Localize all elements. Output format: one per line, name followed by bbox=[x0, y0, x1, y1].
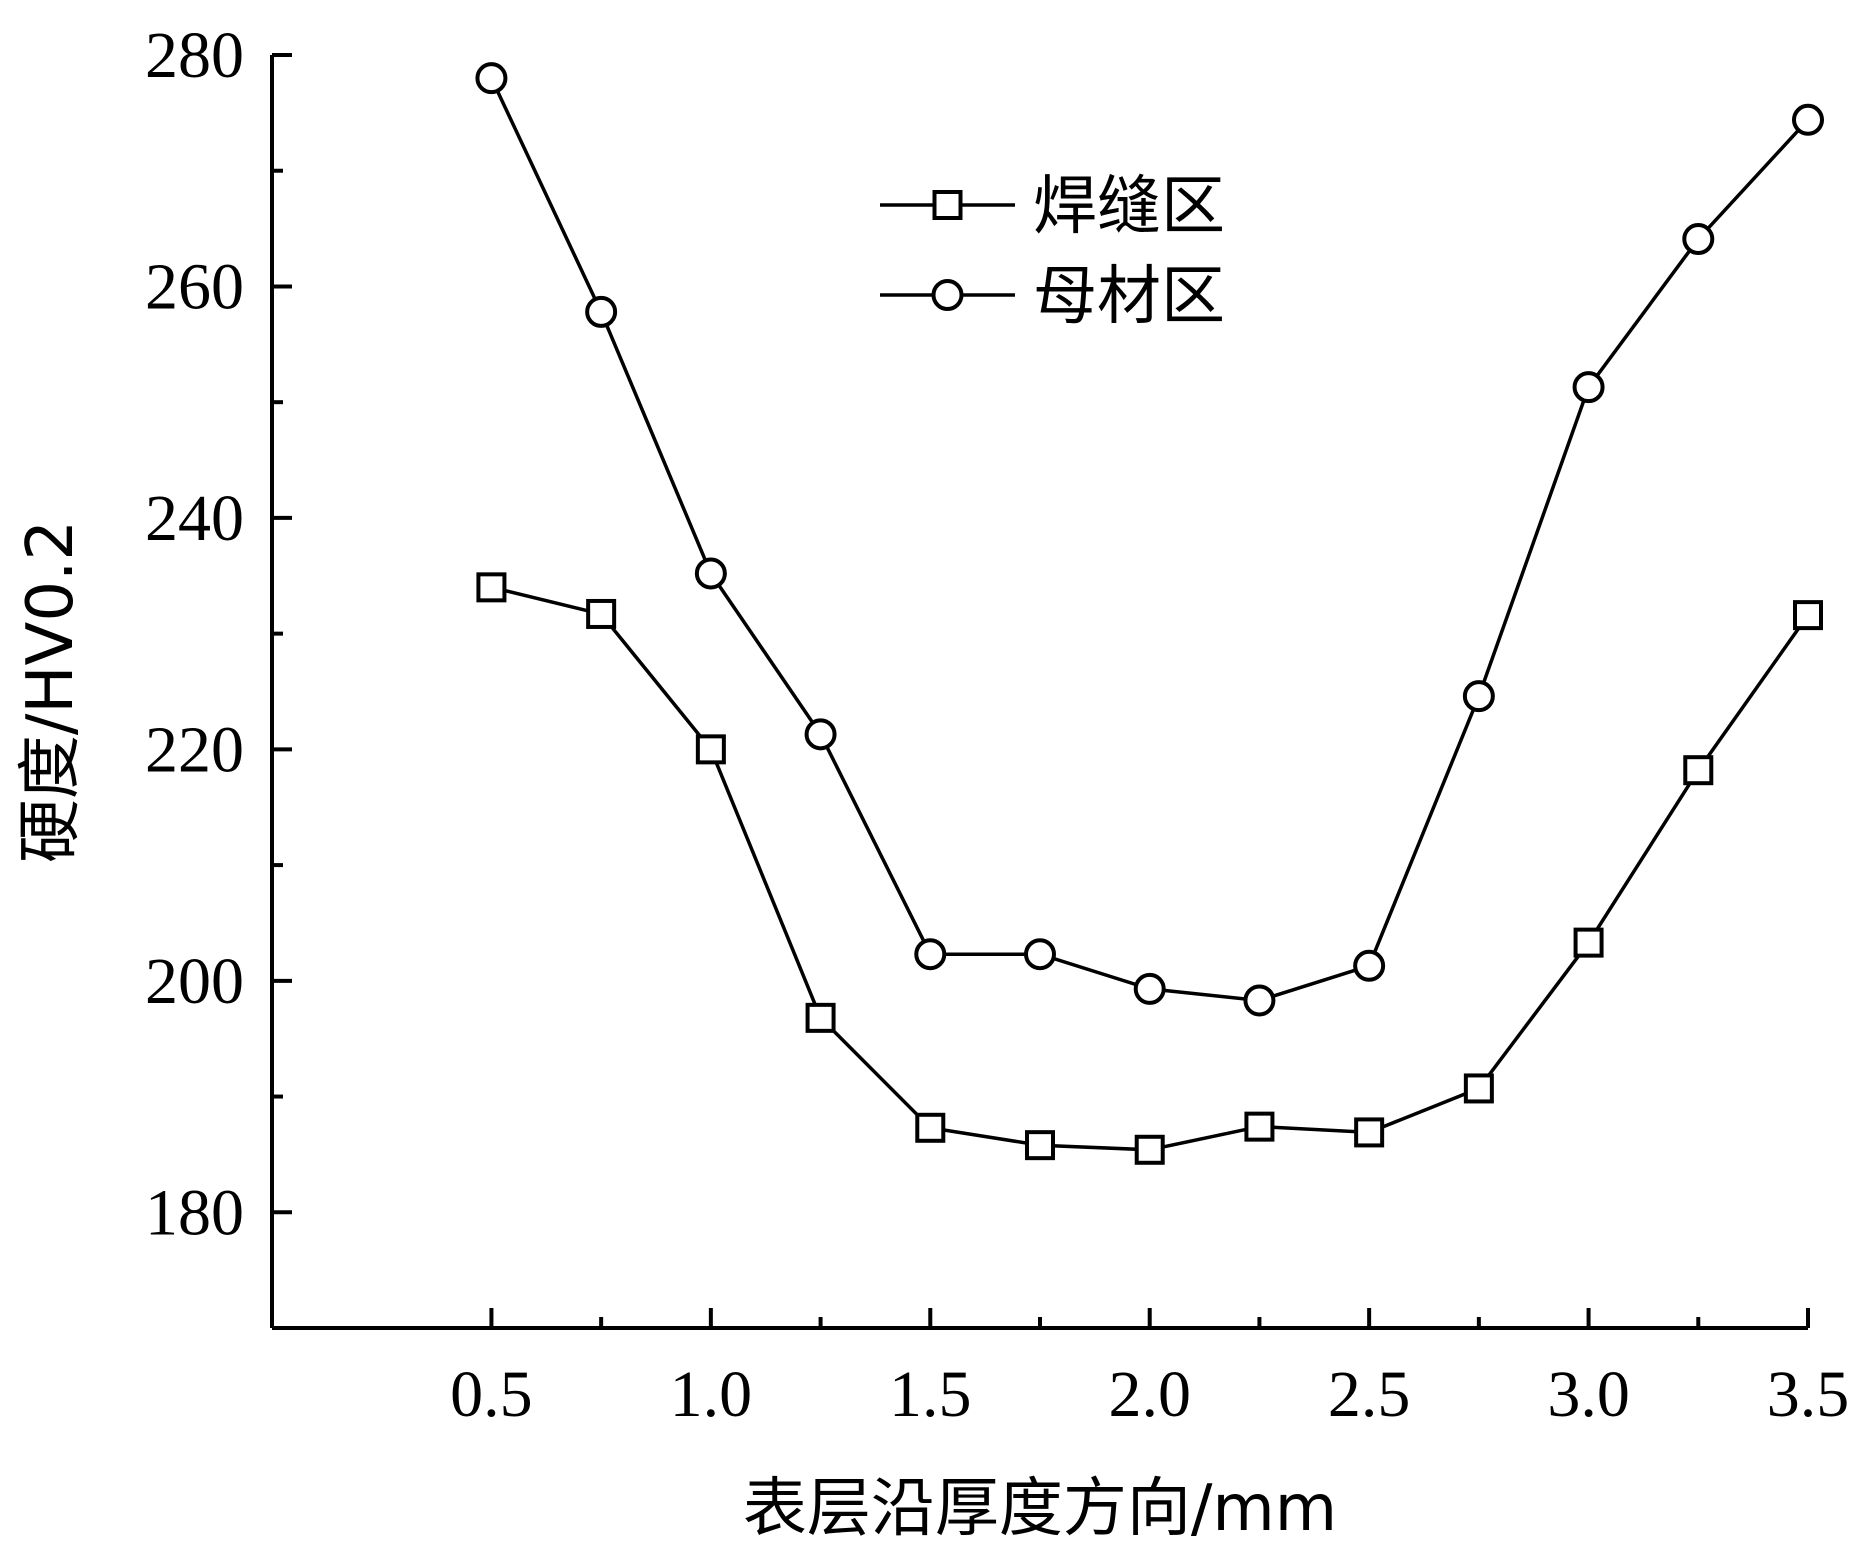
data-point bbox=[585, 295, 618, 328]
series-line bbox=[490, 585, 1810, 1152]
x-tick-label: 3.0 bbox=[1547, 1358, 1630, 1431]
data-point bbox=[1025, 1130, 1055, 1161]
data-point bbox=[1462, 680, 1495, 713]
series-2 bbox=[475, 62, 1824, 1017]
data-point bbox=[1572, 371, 1605, 404]
legend-marker bbox=[932, 190, 963, 220]
y-axis-title: 硬度/HV0.2 bbox=[14, 520, 88, 863]
ticks: 180 200 220 240 260 280 0.5 1.0 1.5 2.0 2.5 3.0 3.5 bbox=[145, 19, 1849, 1431]
data-point bbox=[694, 557, 727, 590]
data-point bbox=[1792, 103, 1824, 136]
data-point bbox=[1793, 600, 1823, 631]
x-tick-label: 3.5 bbox=[1767, 1358, 1850, 1431]
data-point bbox=[1683, 755, 1714, 786]
data-point bbox=[914, 938, 947, 971]
data-point bbox=[1354, 1117, 1385, 1148]
data-point bbox=[1244, 1111, 1275, 1142]
x-tick-label: 0.5 bbox=[450, 1358, 533, 1431]
x-tick-label: 2.5 bbox=[1328, 1358, 1411, 1431]
y-tick-label: 260 bbox=[145, 250, 244, 323]
legend-marker bbox=[931, 279, 964, 311]
data-point bbox=[1133, 972, 1166, 1005]
series-1 bbox=[476, 572, 1823, 1165]
x-tick-label: 2.0 bbox=[1108, 1358, 1191, 1431]
y-tick-label: 240 bbox=[145, 482, 244, 555]
data-point bbox=[1573, 927, 1604, 958]
legend-entry: 母材区 bbox=[880, 260, 1225, 334]
series bbox=[475, 62, 1824, 1165]
legend-entry: 焊缝区 bbox=[880, 170, 1225, 244]
data-point bbox=[915, 1112, 946, 1143]
y-tick-label: 200 bbox=[145, 945, 244, 1018]
y-tick-label: 220 bbox=[145, 713, 244, 786]
data-point bbox=[1353, 949, 1386, 982]
data-point bbox=[1024, 938, 1056, 971]
x-tick-label: 1.5 bbox=[889, 1358, 972, 1431]
data-point bbox=[475, 62, 508, 95]
data-point bbox=[1463, 1073, 1494, 1104]
data-point bbox=[1682, 223, 1715, 256]
data-point bbox=[805, 1002, 836, 1033]
data-point bbox=[1134, 1134, 1165, 1165]
data-point bbox=[695, 734, 726, 765]
data-point bbox=[1243, 984, 1276, 1017]
data-point bbox=[804, 718, 837, 751]
data-point bbox=[586, 598, 617, 629]
x-axis-title: 表层沿厚度方向/mm bbox=[743, 1472, 1337, 1546]
x-tick-label: 1.0 bbox=[670, 1358, 753, 1431]
legend-label: 焊缝区 bbox=[1033, 170, 1225, 244]
y-tick-label: 280 bbox=[145, 19, 244, 92]
legend-label: 母材区 bbox=[1033, 260, 1225, 334]
y-tick-label: 180 bbox=[145, 1176, 244, 1249]
data-point bbox=[476, 572, 507, 603]
